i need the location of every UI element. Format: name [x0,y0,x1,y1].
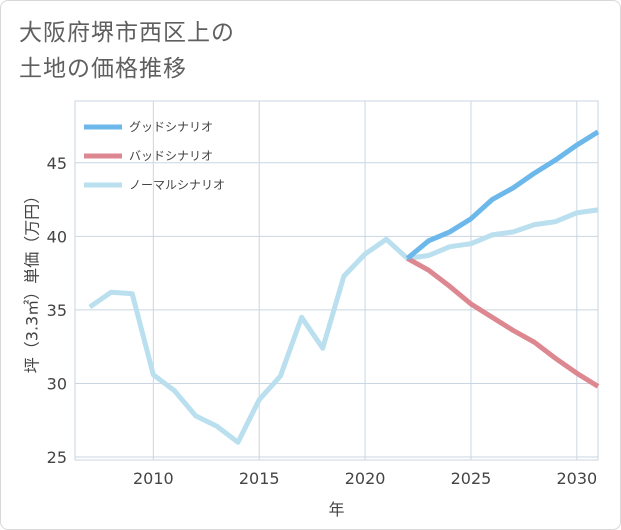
x-tick-label: 2015 [239,469,280,488]
y-tick-label: 35 [47,301,67,320]
x-tick-label: 2030 [556,469,597,488]
x-tick-label: 2020 [345,469,386,488]
chart-title: 大阪府堺市西区上の 土地の価格推移 [19,20,235,82]
x-tick-label: 2025 [451,469,492,488]
legend-label-1: グッドシナリオ [129,120,213,134]
y-tick-label: 45 [47,154,67,173]
series-line-1 [405,129,600,261]
y-tick-label: 30 [47,374,67,393]
legend-label-3: ノーマルシナリオ [129,178,225,192]
y-tick-label: 25 [47,448,67,467]
legend-label-2: バッドシナリオ [129,149,213,163]
x-tick-label: 2010 [133,469,174,488]
series-line-2 [406,256,600,389]
x-axis-title: 年 [328,500,344,519]
y-tick-label: 40 [47,227,67,246]
plot-frame [74,100,599,461]
y-axis-title: 坪（3.3㎡）単価（万円） [23,188,42,373]
series-line-3 [88,207,599,445]
